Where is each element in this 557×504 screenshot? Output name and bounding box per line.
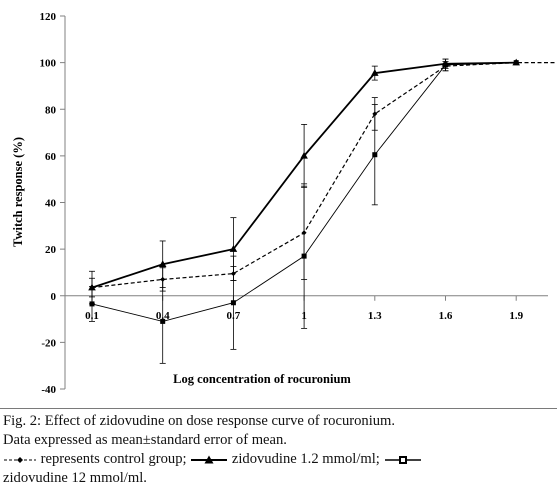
y-tick-label: -20 [41, 337, 56, 349]
caption-line-2: Data expressed as mean±standard error of… [3, 432, 287, 448]
control-series [89, 60, 557, 298]
zid120-legend-symbol [384, 455, 421, 464]
zid120-series [89, 58, 519, 364]
zid12-point [371, 69, 379, 76]
zid12-point [158, 260, 167, 268]
x-axis: 0.10.40.711.31.61.92.1 [65, 295, 548, 322]
y-tick-label: 40 [45, 198, 57, 210]
zid12-point [229, 245, 238, 252]
caption-line-1: Fig. 2: Effect of zidovudine on dose res… [3, 413, 396, 429]
caption-legend-line-2: zidovudine 12 mmol/ml. [3, 470, 147, 486]
zid120-point [443, 62, 448, 68]
zid120-point [160, 318, 166, 324]
zid12-point [300, 151, 308, 159]
y-axis: -40 -20 0 20 40 60 80 100 120 [40, 11, 66, 396]
control-legend-symbol [4, 456, 36, 463]
x-tick-label: 1.9 [509, 310, 523, 322]
x-tick-label: 1.6 [439, 310, 453, 322]
zid120-point [372, 152, 378, 158]
y-tick-label: 20 [45, 244, 57, 256]
caption-divider [0, 408, 557, 409]
zid120-point [230, 300, 236, 306]
caption-legend-line: represents control group; zidovudine 1.2… [3, 450, 555, 469]
series-layer [88, 58, 557, 364]
zid120-point [89, 301, 95, 307]
y-tick-label: 60 [45, 151, 57, 163]
zid12-legend-symbol [191, 455, 228, 464]
y-axis-title: Twitch response (%) [11, 137, 25, 247]
y-tick-label: 80 [45, 104, 57, 116]
y-tick-label: 120 [40, 11, 57, 23]
figure-caption: Fig. 2: Effect of zidovudine on dose res… [3, 412, 555, 488]
x-axis-title: Log concentration of rocuronium [173, 372, 351, 386]
y-tick-label: 100 [40, 58, 57, 70]
x-tick-label: 1.3 [368, 310, 382, 322]
control-legend-label: represents control group; [40, 451, 187, 467]
y-tick-label: -40 [41, 384, 56, 396]
zid120-point [513, 60, 519, 66]
control-line [91, 62, 557, 289]
y-tick-label: 0 [51, 291, 57, 303]
zid12-legend-label: zidovudine 1.2 mmol/ml; [231, 451, 380, 467]
zid120-point [301, 253, 307, 259]
